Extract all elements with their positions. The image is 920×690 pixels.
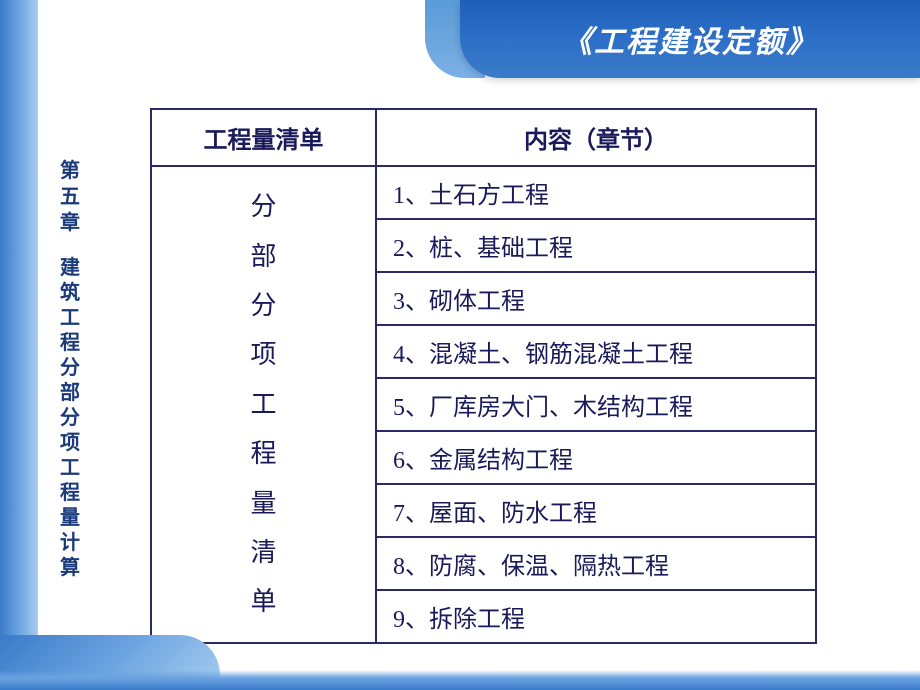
chapter-description: 建筑工程分部分项工程量计算 [58,256,82,581]
column-header-list: 工程量清单 [151,109,376,166]
vchar: 分 [164,281,363,330]
header-banner: 《工程建设定额》 [460,0,920,78]
vchar: 工 [164,380,363,429]
content-cell: 4、混凝土、钢筋混凝土工程 [376,325,816,378]
vchar: 分 [164,182,363,231]
content-cell: 9、拆除工程 [376,590,816,643]
content-cell: 6、金属结构工程 [376,431,816,484]
table-row: 分 部 分 项 工 程 量 清 单 1、土石方工程 [151,166,816,219]
content-cell: 7、屋面、防水工程 [376,484,816,537]
table-header-row: 工程量清单 内容（章节） [151,109,816,166]
column-header-content: 内容（章节） [376,109,816,166]
vchar: 量 [164,479,363,528]
content-cell: 8、防腐、保温、隔热工程 [376,537,816,590]
bottom-decoration-bar [0,670,920,690]
vchar: 项 [164,330,363,379]
left-decoration-bar [0,0,38,690]
content-cell: 1、土石方工程 [376,166,816,219]
vchar: 清 [164,528,363,577]
chapter-label: 第五章 建筑工程分部分项工程量计算 [58,158,82,581]
vertical-label: 分 部 分 项 工 程 量 清 单 [164,182,363,627]
chapter-number: 第五章 [58,158,82,236]
content-cell: 2、桩、基础工程 [376,219,816,272]
vchar: 部 [164,232,363,281]
vchar: 程 [164,429,363,478]
vchar: 单 [164,577,363,626]
content-cell: 5、厂库房大门、木结构工程 [376,378,816,431]
content-table: 工程量清单 内容（章节） 分 部 分 项 工 程 量 清 单 1、土石方工程 [150,108,817,644]
left-label-cell: 分 部 分 项 工 程 量 清 单 [151,166,376,643]
header-title: 《工程建设定额》 [562,17,818,61]
content-cell: 3、砌体工程 [376,272,816,325]
